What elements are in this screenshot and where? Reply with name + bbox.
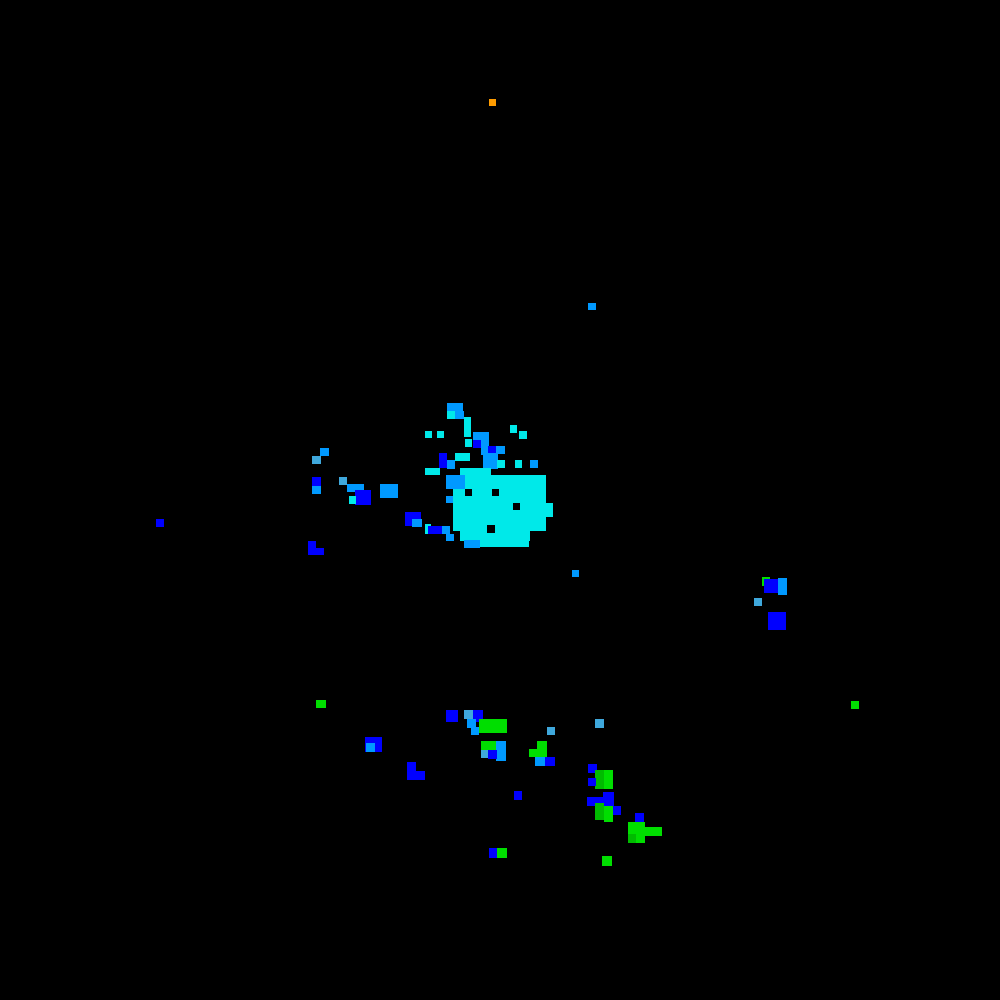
heatmap-cell <box>778 578 787 595</box>
heatmap-cell <box>489 99 496 106</box>
heatmap-cell <box>537 741 547 760</box>
heatmap-cell <box>380 484 398 498</box>
heatmap-cell <box>496 446 505 454</box>
heatmap-cell <box>588 303 596 310</box>
heatmap-cell <box>366 743 375 752</box>
heatmap-cell <box>514 791 522 800</box>
heatmap-cell <box>447 403 463 411</box>
heatmap-cell <box>349 496 356 504</box>
heatmap-cell <box>546 503 553 517</box>
heatmap-cell <box>455 453 470 461</box>
heatmap-cell <box>851 701 859 709</box>
heatmap-cell <box>515 460 522 468</box>
heatmap-cell <box>446 496 453 503</box>
heatmap-cell <box>547 727 555 735</box>
heatmap-cell <box>768 612 786 630</box>
heatmap-cell <box>316 548 324 555</box>
heatmap-cell <box>603 792 614 798</box>
heatmap-cell <box>604 770 613 789</box>
heatmap-cell <box>425 468 440 475</box>
heatmap-cell <box>407 771 425 780</box>
heatmap-cell <box>481 741 496 752</box>
heatmap-cell <box>312 456 321 464</box>
heatmap-cell <box>453 475 546 531</box>
heatmap-cell <box>521 531 529 547</box>
heatmap-cell <box>464 417 471 437</box>
heatmap-cell <box>588 764 597 773</box>
heatmap-cell <box>492 489 499 496</box>
heatmap-cell <box>764 579 779 593</box>
heatmap-cell <box>471 727 479 735</box>
heatmap-cell <box>572 570 579 577</box>
heatmap-cell <box>312 486 321 494</box>
heatmap-cell <box>487 525 495 533</box>
heatmap-cell <box>156 519 164 527</box>
heatmap-cell <box>320 448 329 456</box>
heatmap-cell <box>446 710 458 722</box>
heatmap-cell <box>636 834 645 843</box>
heatmap-cell <box>613 806 621 815</box>
heatmap-cell <box>425 431 432 438</box>
heatmap-cell <box>447 460 455 469</box>
heatmap-cell <box>529 749 537 757</box>
heatmap-cell <box>602 856 612 866</box>
heatmap-cell <box>467 719 476 728</box>
heatmap-cell <box>535 757 545 766</box>
heatmap-cell <box>460 531 530 541</box>
heatmap-cell <box>339 477 347 485</box>
heatmap-cell <box>489 848 498 858</box>
heatmap-cell <box>480 541 528 547</box>
heatmap-cell <box>604 806 613 822</box>
heatmap-cell <box>464 710 473 719</box>
heatmap-cell <box>635 813 644 823</box>
heatmap-cell <box>446 534 454 541</box>
heatmap-cell <box>312 477 321 486</box>
heatmap-cell <box>473 432 488 440</box>
heatmap-cell <box>308 541 316 555</box>
heatmap-cell <box>644 827 662 836</box>
heatmap-cell <box>473 440 481 448</box>
heatmap-cell <box>473 710 483 722</box>
heatmap-cell <box>488 750 497 759</box>
heatmap-cell <box>497 848 507 858</box>
heatmap-cell <box>464 540 480 548</box>
heatmap-cell <box>754 598 762 606</box>
heatmap-cell <box>530 460 538 468</box>
heatmap-cell <box>446 475 465 489</box>
heatmap-cell <box>488 446 496 454</box>
heatmap-cell <box>347 484 364 492</box>
heatmap-cell <box>455 411 464 419</box>
heatmap-cell <box>628 822 645 834</box>
heatmap-cell <box>513 503 520 510</box>
heatmap-cell <box>510 425 517 433</box>
heatmap-cell <box>355 490 371 505</box>
heatmap-cell <box>412 519 422 527</box>
heatmap-cell <box>588 778 596 786</box>
heatmap-cell <box>465 489 472 496</box>
heatmap-cell <box>628 834 636 843</box>
heatmap-cell <box>316 700 326 708</box>
heatmap-cell <box>545 757 555 766</box>
heatmap-cell <box>595 719 604 728</box>
heatmap-cell <box>496 741 506 761</box>
heatmap-cell <box>442 526 450 534</box>
heatmap-cell <box>447 411 455 419</box>
heatmap-cell <box>437 431 444 438</box>
heatmap-cell <box>497 460 505 468</box>
heatmap-cell <box>479 719 507 733</box>
heatmap-cell <box>460 468 491 475</box>
heatmap-cell <box>595 770 604 789</box>
heatmap-cell <box>481 750 489 758</box>
heatmap-cell <box>439 453 447 468</box>
heatmap-cell <box>465 439 472 447</box>
heatmap-cell <box>483 453 498 469</box>
heatmap-cell <box>587 797 614 806</box>
heatmap-cell <box>595 803 604 820</box>
heatmap-cell <box>519 431 527 439</box>
heatmap-cell <box>428 526 442 534</box>
heatmap-cell <box>481 432 489 455</box>
